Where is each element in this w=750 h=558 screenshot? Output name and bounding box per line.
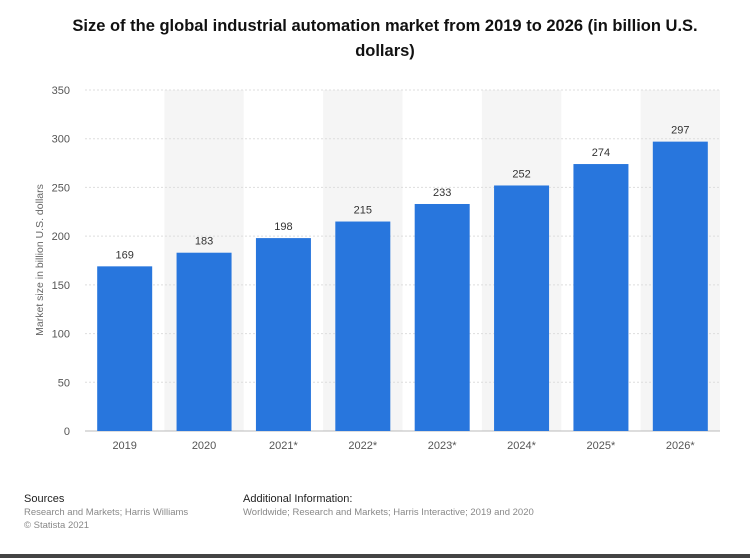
bar[interactable] [494,185,550,431]
data-label: 274 [592,147,610,159]
y-tick-label: 150 [52,280,70,292]
additional-info-block: Additional Information: Worldwide; Resea… [243,493,534,519]
chart-title: Size of the global industrial automation… [72,17,698,60]
y-axis-ticks: 0 50 100 150 200 250 300 350 [52,85,70,438]
data-label: 233 [433,187,451,199]
bar[interactable] [652,141,708,431]
data-label: 252 [512,168,530,180]
data-label: 169 [116,249,134,261]
bar[interactable] [573,164,629,431]
bar[interactable] [255,238,311,431]
additional-info-heading: Additional Information: [243,493,353,505]
y-tick-label: 250 [52,182,70,194]
x-tick-label: 2024* [507,440,536,452]
y-tick-label: 0 [64,426,70,438]
y-tick-label: 100 [52,329,70,341]
data-label: 215 [354,205,372,217]
x-tick-label: 2026* [666,440,695,452]
y-tick-label: 200 [52,231,70,243]
x-tick-label: 2021* [269,440,298,452]
y-axis-title: Market size in billion U.S. dollars [34,184,46,336]
bar[interactable] [335,221,391,431]
y-tick-label: 300 [52,134,70,146]
bar[interactable] [414,203,470,431]
additional-info-text: Worldwide; Research and Markets; Harris … [243,507,534,518]
y-tick-label: 50 [58,377,70,389]
data-label: 198 [274,221,292,233]
data-label: 297 [671,125,689,137]
sources-text[interactable]: Research and Markets; Harris Williams [24,507,189,518]
copyright-text: © Statista 2021 [24,520,90,531]
x-tick-label: 2025* [587,440,616,452]
y-tick-label: 350 [52,85,70,97]
sources-block: Sources Research and Markets; Harris Wil… [24,493,188,532]
data-label: 183 [195,236,213,248]
bottom-border [0,554,750,558]
x-tick-label: 2019 [112,440,136,452]
x-axis-ticks: 2019 2020 2021* 2022* 2023* 2024* 2025* 2026* [112,440,695,452]
bar[interactable] [97,266,153,431]
data-labels: 169 183 198 215 233 252 274 297 [116,125,690,262]
x-tick-label: 2022* [348,440,377,452]
bar[interactable] [176,252,232,431]
sources-heading: Sources [24,493,65,505]
x-tick-label: 2023* [428,440,457,452]
bars [97,141,708,431]
x-tick-label: 2020 [192,440,216,452]
